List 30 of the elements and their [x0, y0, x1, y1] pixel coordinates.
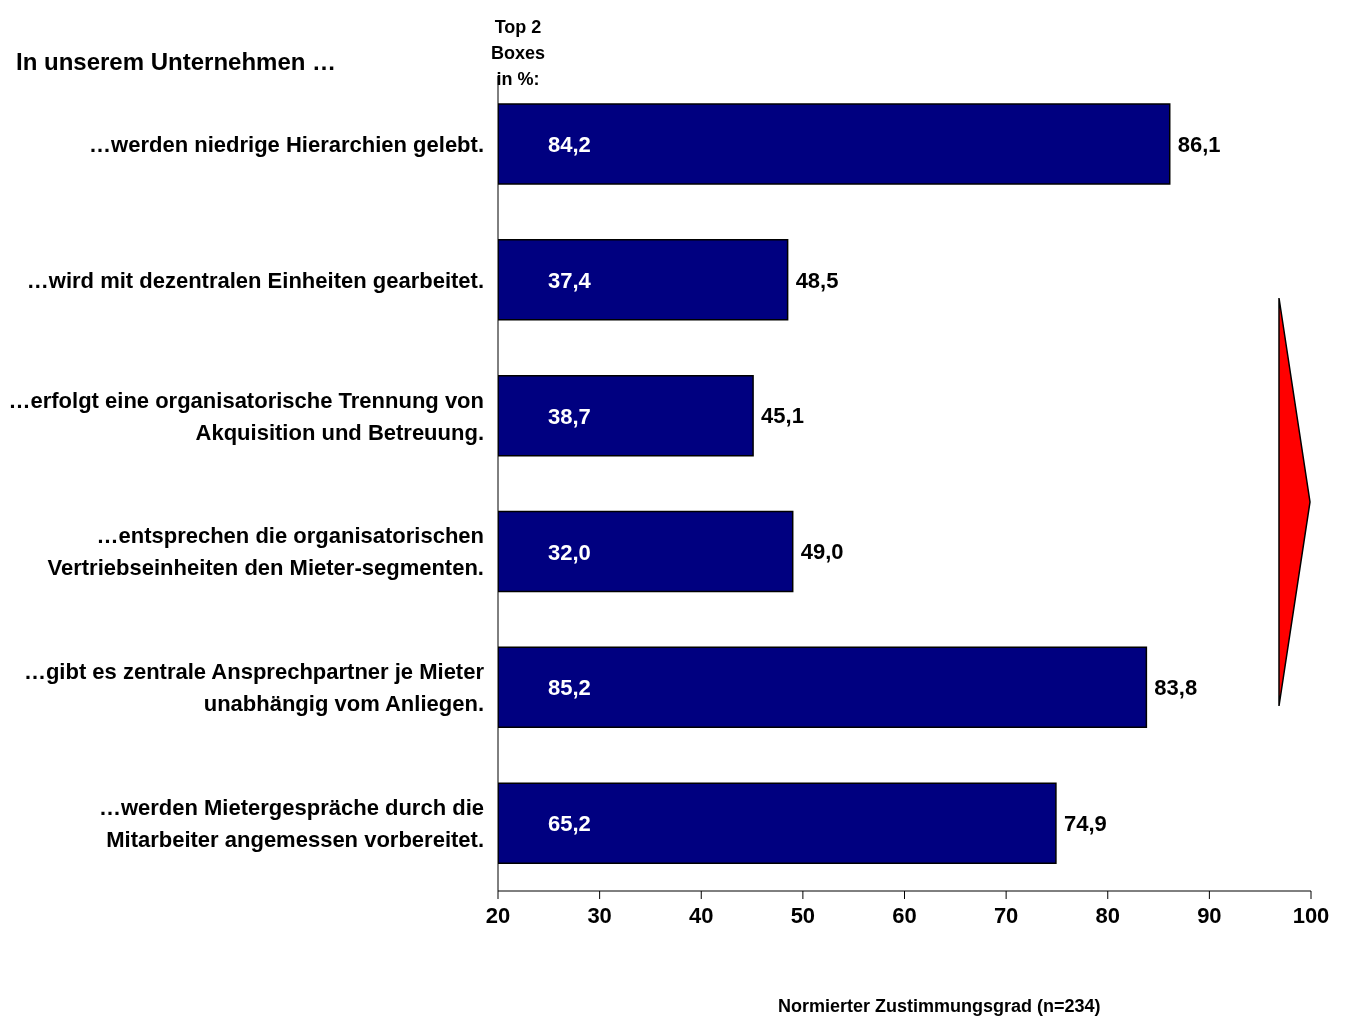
x-tick-label: 40 — [689, 902, 714, 928]
x-tick-label: 90 — [1197, 902, 1222, 928]
text: In unserem Unternehmen … — [16, 48, 337, 76]
data-label: 74,9 — [1063, 810, 1107, 836]
x-tick-label: 30 — [587, 902, 612, 928]
data-label: 83,8 — [1154, 675, 1198, 701]
y-tick-label: …werden Mietergespräche durch die Mitarbeiter angemessen vorbereitet. — [98, 795, 484, 853]
data-label: 86,1 — [1177, 131, 1221, 157]
y-tick-label: …gibt es zentrale Ansprechpartner je Mieter unabhängig vom Anliegen. — [23, 659, 485, 717]
x-tick-label: 80 — [1095, 902, 1120, 928]
annotation: 32,0 — [548, 539, 591, 565]
annotation: 85,2 — [548, 675, 591, 701]
x-tick-label: 100 — [1292, 902, 1330, 928]
annotation: Top 2 Boxes in %: — [490, 16, 546, 91]
data-label: 45,1 — [761, 403, 804, 429]
data-label: 48,5 — [795, 267, 839, 293]
y-tick-label: …entsprechen die organisatorischen Vertriebseinheiten den Mieter-segmenten. — [47, 523, 484, 581]
x-tick-label: 20 — [485, 902, 511, 928]
annotation: 37,4 — [548, 267, 592, 293]
x-axis-title: Normierter Zustimmungsgrad (n=234) — [778, 996, 1101, 1017]
x-tick-label: 50 — [790, 902, 816, 928]
annotation: 38,7 — [548, 403, 591, 429]
annotation: 84,2 — [548, 132, 591, 157]
data-label: 49,0 — [800, 539, 844, 565]
annotation: 65,2 — [548, 811, 591, 837]
x-tick-label: 70 — [993, 902, 1019, 928]
y-tick-label: …erfolgt eine organisatorische Trennung von Akquisition und Betreuung. — [8, 387, 484, 445]
x-tick-label: 60 — [892, 902, 917, 928]
y-tick-label: …wird mit dezentralen Einheiten gearbeitet. — [26, 267, 484, 293]
y-tick-label: …werden niedrige Hierarchien gelebt. — [89, 131, 484, 157]
